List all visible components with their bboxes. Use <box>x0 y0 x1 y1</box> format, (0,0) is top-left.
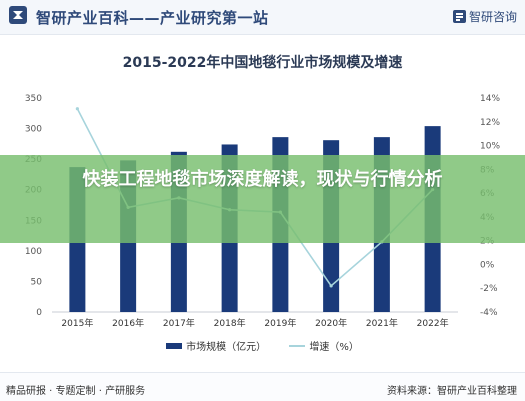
category-label: 2019年 <box>264 317 296 329</box>
category-label: 2016年 <box>112 317 144 329</box>
site-title: 智研产业百科——产业研究第一站 <box>36 9 269 27</box>
chart-title: 2015-2022年中国地毯行业市场规模及增速 <box>122 55 403 71</box>
category-label: 2022年 <box>417 317 449 329</box>
right-tick-label: 10% <box>480 142 500 152</box>
logo-icon <box>9 6 27 24</box>
footer-source: 资料来源：智研产业百科整理 <box>387 386 517 397</box>
growth-point <box>75 107 79 111</box>
chart-legend: 市场规模（亿元） 增速（%） <box>0 338 525 353</box>
right-tick-label: 0% <box>480 260 495 270</box>
growth-point <box>329 284 333 288</box>
legend-item-line: 增速（%） <box>289 338 359 353</box>
left-tick-label: 350 <box>25 94 42 104</box>
right-tick-label: 14% <box>480 94 500 104</box>
category-label: 2018年 <box>214 317 246 329</box>
headline-banner <box>0 155 525 243</box>
left-tick-label: 50 <box>31 277 43 287</box>
category-label: 2017年 <box>163 317 195 329</box>
right-tick-label: 12% <box>480 118 500 128</box>
header-bar: 智研产业百科——产业研究第一站 智研咨询 <box>0 0 525 35</box>
left-tick-label: 300 <box>25 125 42 135</box>
brand-name: 智研咨询 <box>468 10 517 24</box>
left-tick-label: 0 <box>36 308 42 318</box>
brand-label: 智研咨询 <box>452 8 517 25</box>
right-tick-label: -4% <box>480 308 498 318</box>
brand-logo-icon <box>452 10 466 23</box>
category-label: 2020年 <box>315 317 347 329</box>
footer-bar: 精品研报 · 专题定制 · 产研服务 资料来源：智研产业百科整理 <box>0 372 525 401</box>
headline-text: 快装工程地毯市场深度解读，现状与行情分析 <box>82 169 443 190</box>
legend-item-bar: 市场规模（亿元） <box>166 338 266 353</box>
category-label: 2015年 <box>61 317 93 329</box>
legend-label-line: 增速（%） <box>309 342 359 353</box>
right-tick-label: -2% <box>480 284 498 294</box>
legend-label-bar: 市场规模（亿元） <box>186 342 267 353</box>
category-label: 2021年 <box>366 317 398 329</box>
legend-swatch-bar <box>166 343 183 349</box>
legend-swatch-line <box>289 345 306 347</box>
footer-tagline: 精品研报 · 专题定制 · 产研服务 <box>6 386 146 397</box>
left-tick-label: 100 <box>25 247 42 257</box>
